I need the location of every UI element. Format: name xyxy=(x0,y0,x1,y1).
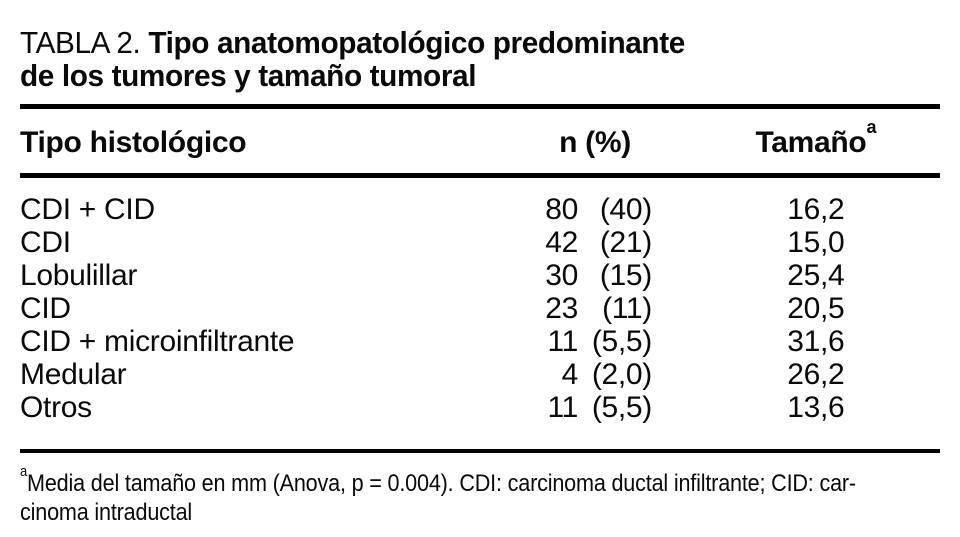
cell-tipo: Medular xyxy=(20,358,127,391)
table-label: TABLA 2. xyxy=(20,25,141,60)
n-value-group: 30 (15) xyxy=(538,259,652,292)
footnote-marker: a xyxy=(20,463,28,480)
n-count: 11 xyxy=(547,391,578,424)
table-title-line1: TABLA 2. Tipo anatomopatológico predomin… xyxy=(20,26,903,59)
cell-n: 11 (5,5) xyxy=(498,391,691,451)
table-row: CDI 42 (21) 15,0 xyxy=(20,226,940,259)
table-row: CID 23 (11) 20,5 xyxy=(20,292,940,325)
n-count: 4 xyxy=(561,358,579,391)
cell-tamano: 15,0 xyxy=(787,226,845,259)
cell-tipo: Otros xyxy=(20,391,92,424)
footnote-line1: aMedia del tamaño en mm (Anova, p = 0.00… xyxy=(20,464,856,498)
table-title-line2: de los tumores y tamaño tumoral xyxy=(20,59,903,92)
table-row: Medular 4 (2,0) 26,2 xyxy=(20,358,940,391)
footnote-text1: Media del tamaño en mm (Anova, p = 0.004… xyxy=(27,470,856,497)
data-table: Tipo histológico n (%) Tamañoa CDI + CID… xyxy=(20,104,940,453)
table-row: Otros 11 (5,5) 13,6 xyxy=(20,391,940,451)
table-title-bold1: Tipo anatomopatológico predominante xyxy=(148,25,685,60)
header-row: Tipo histológico n (%) Tamañoa xyxy=(20,106,940,178)
cell-n: 30 (15) xyxy=(498,259,691,292)
cell-tipo: Lobulillar xyxy=(20,259,138,292)
col-header-n-percent: n (%) xyxy=(498,106,692,178)
n-value-group: 11 (5,5) xyxy=(538,325,652,358)
cell-tamano: 25,4 xyxy=(787,259,845,292)
table-row: CID + microinfiltrante 11 (5,5) 31,6 xyxy=(20,325,940,358)
n-value-group: 23 (11) xyxy=(538,292,652,325)
n-percent: (21) xyxy=(599,226,652,259)
cell-n: 23 (11) xyxy=(498,292,691,325)
table-row: Lobulillar 30 (15) 25,4 xyxy=(20,259,940,292)
table-row: CDI + CID 80 (40) 16,2 xyxy=(20,176,940,226)
col-header-tamano: Tamañoa xyxy=(691,106,940,178)
cell-n: 4 (2,0) xyxy=(498,358,691,391)
cell-tamano: 26,2 xyxy=(787,358,845,391)
cell-tamano: 20,5 xyxy=(787,292,845,325)
table-title: TABLA 2. Tipo anatomopatológico predomin… xyxy=(20,26,940,92)
n-percent: (5,5) xyxy=(591,391,652,424)
cell-tipo: CID + microinfiltrante xyxy=(20,325,295,358)
table-body: CDI + CID 80 (40) 16,2 CDI 42 (21) 15,0 Lo… xyxy=(20,176,940,452)
n-percent: (40) xyxy=(599,193,652,226)
col-header-tamano-superscript: a xyxy=(866,116,877,137)
n-percent: (2,0) xyxy=(591,358,652,391)
cell-n: 11 (5,5) xyxy=(498,325,691,358)
cell-n: 42 (21) xyxy=(498,226,691,259)
footnote: aMedia del tamaño en mm (Anova, p = 0.00… xyxy=(20,464,940,527)
cell-tamano: 13,6 xyxy=(787,391,845,424)
n-percent: (11) xyxy=(602,292,652,325)
cell-tipo: CDI + CID xyxy=(20,193,155,226)
footnote-line2: cinoma intraductal xyxy=(20,499,193,526)
n-value-group: 4 (2,0) xyxy=(538,358,653,391)
n-value-group: 80 (40) xyxy=(538,193,652,226)
cell-tamano: 31,6 xyxy=(787,325,845,358)
cell-tamano: 16,2 xyxy=(787,193,845,226)
col-header-tipo-histologico: Tipo histológico xyxy=(20,106,499,178)
n-count: 23 xyxy=(545,292,578,325)
table-header: Tipo histológico n (%) Tamañoa xyxy=(20,106,940,178)
table-title-bold2: de los tumores y tamaño tumoral xyxy=(20,58,477,93)
n-count: 42 xyxy=(545,226,578,259)
n-count: 80 xyxy=(545,193,578,226)
n-count: 11 xyxy=(547,325,578,358)
cell-tipo: CDI xyxy=(20,226,71,259)
n-percent: (5,5) xyxy=(591,325,652,358)
cell-tipo: CID xyxy=(20,292,71,325)
n-count: 30 xyxy=(545,259,578,292)
col-header-tamano-text: Tamaño xyxy=(755,126,867,159)
n-value-group: 42 (21) xyxy=(538,226,652,259)
cell-n: 80 (40) xyxy=(498,176,691,226)
n-value-group: 11 (5,5) xyxy=(538,391,652,424)
n-percent: (15) xyxy=(599,259,652,292)
